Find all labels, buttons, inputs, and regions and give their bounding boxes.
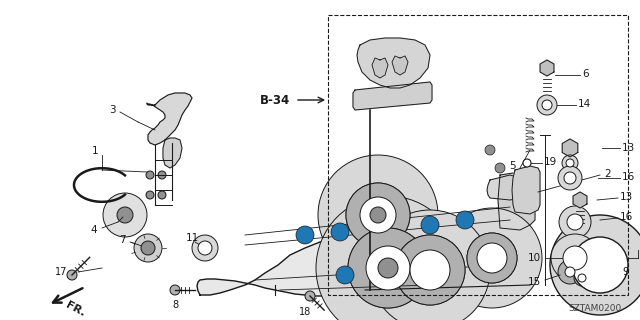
Circle shape [305,291,315,301]
Circle shape [141,241,155,255]
Circle shape [563,246,587,270]
Circle shape [331,223,349,241]
Polygon shape [357,38,430,88]
Text: 18: 18 [299,307,311,317]
Circle shape [300,230,310,240]
Text: 14: 14 [578,99,591,109]
Text: 11: 11 [186,233,198,243]
Circle shape [578,274,586,282]
Polygon shape [573,192,587,208]
Circle shape [523,159,531,167]
Text: SZTAM0200: SZTAM0200 [568,304,621,313]
Circle shape [467,233,517,283]
Circle shape [564,172,576,184]
Circle shape [318,155,438,275]
Polygon shape [163,138,182,168]
Circle shape [192,235,218,261]
Circle shape [366,246,410,290]
Circle shape [395,235,465,305]
Text: 19: 19 [544,157,557,167]
Polygon shape [540,60,554,76]
Bar [328,15,628,295]
Circle shape [442,208,542,308]
Circle shape [562,155,578,171]
Circle shape [170,285,180,295]
Circle shape [565,267,575,277]
Circle shape [467,233,517,283]
Circle shape [360,197,396,233]
Text: 5: 5 [509,161,516,171]
Circle shape [346,183,410,247]
Circle shape [103,193,147,237]
Circle shape [550,215,640,315]
Circle shape [335,227,345,237]
Polygon shape [392,56,408,75]
Circle shape [346,183,410,247]
Circle shape [146,191,154,199]
Text: 7: 7 [120,235,126,245]
Text: 16: 16 [620,212,633,222]
Text: 16: 16 [622,172,636,182]
Circle shape [551,234,599,282]
Polygon shape [562,139,578,157]
Circle shape [316,196,460,320]
Circle shape [566,159,574,167]
Circle shape [406,261,424,279]
Circle shape [378,258,398,278]
Polygon shape [487,175,522,200]
Polygon shape [147,93,192,145]
Polygon shape [498,172,535,230]
Circle shape [117,207,133,223]
Circle shape [574,270,590,286]
Circle shape [395,235,465,305]
Circle shape [146,171,154,179]
Text: 1: 1 [92,146,98,156]
Circle shape [477,243,507,273]
Circle shape [348,228,428,308]
Text: 2: 2 [604,169,611,179]
Circle shape [558,260,582,284]
Circle shape [67,270,77,280]
Circle shape [158,191,166,199]
Circle shape [542,100,552,110]
Text: B-34: B-34 [260,93,290,107]
Circle shape [425,220,435,230]
Polygon shape [512,166,540,214]
Circle shape [370,210,490,320]
Text: 3: 3 [109,105,116,115]
Text: 13: 13 [622,143,636,153]
Polygon shape [197,206,520,296]
Circle shape [567,214,583,230]
Circle shape [485,145,495,155]
Circle shape [456,211,474,229]
Text: 17: 17 [55,267,67,277]
Circle shape [198,241,212,255]
Text: 9: 9 [622,267,628,277]
Circle shape [572,237,628,293]
Circle shape [558,166,582,190]
Circle shape [340,270,350,280]
Circle shape [537,95,557,115]
Circle shape [410,265,420,275]
Circle shape [134,234,162,262]
Text: 13: 13 [620,192,633,202]
Circle shape [370,207,386,223]
Polygon shape [353,82,432,110]
Circle shape [336,266,354,284]
Text: 6: 6 [582,69,589,79]
Circle shape [158,171,166,179]
Circle shape [495,163,505,173]
Circle shape [296,226,314,244]
Text: 8: 8 [172,300,178,310]
Circle shape [559,206,591,238]
Text: FR.: FR. [63,300,86,318]
Circle shape [348,228,428,308]
Circle shape [410,250,450,290]
Text: 4: 4 [90,225,97,235]
Circle shape [460,215,470,225]
Circle shape [421,216,439,234]
Text: 15: 15 [528,277,541,287]
Polygon shape [372,58,388,78]
Text: 10: 10 [528,253,541,263]
